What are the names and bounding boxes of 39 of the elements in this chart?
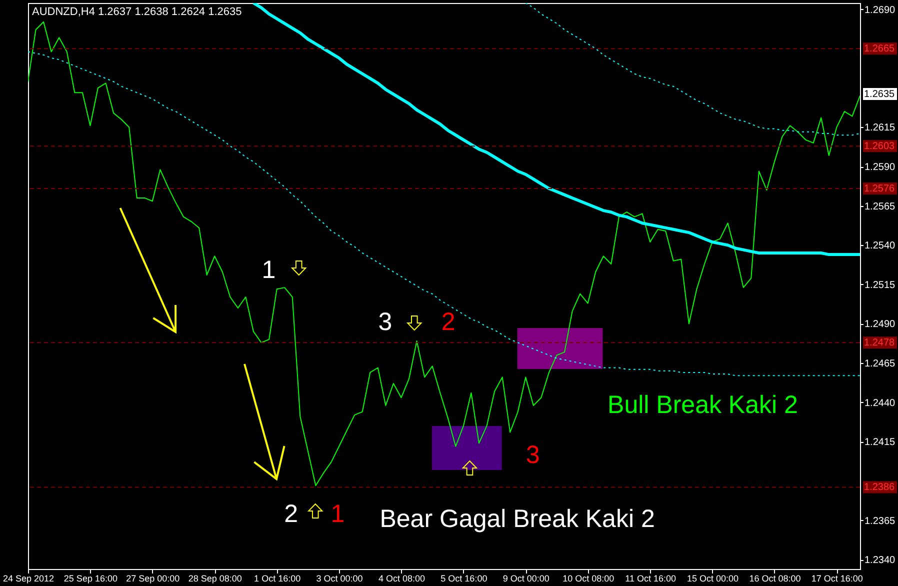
x-tick-label: 9 Oct 00:00 xyxy=(502,574,550,584)
y-tick-label: 1.2490 xyxy=(864,319,896,330)
annotation: 2 xyxy=(441,308,456,336)
x-tick-label: 10 Oct 08:00 xyxy=(562,574,614,584)
x-tick-label: 24 Sep 2012 xyxy=(2,574,54,584)
x-tick-label: 28 Sep 08:00 xyxy=(188,574,242,584)
x-tick-label: 27 Sep 00:00 xyxy=(126,574,180,584)
x-tick-label: 11 Oct 16:00 xyxy=(625,574,676,584)
y-tick-label: 1.2540 xyxy=(864,240,896,252)
x-tick-label: 16 Oct 08:00 xyxy=(749,574,801,584)
y-tick-label: 1.2465 xyxy=(864,358,896,370)
y-tick-label: 1.2365 xyxy=(864,516,896,527)
annotation: Bull Break Kaki 2 xyxy=(608,391,798,419)
line-series xyxy=(525,3,860,136)
line-series xyxy=(252,3,860,256)
y-tick-label: 1.2590 xyxy=(864,162,896,174)
y-tick-label: 1.2340 xyxy=(864,555,896,566)
annotation: 1 xyxy=(262,256,276,284)
annotation: 3 xyxy=(526,441,540,469)
annotation: 1 xyxy=(330,500,345,528)
line-series xyxy=(28,21,860,486)
annotation: 3 xyxy=(378,308,392,336)
x-tick-label: 15 Oct 00:00 xyxy=(686,574,739,584)
line-series xyxy=(28,51,860,376)
y-tick-label: 1.2690 xyxy=(864,4,896,16)
y-tick-label: 1.2440 xyxy=(864,398,896,409)
chart-title: AUDNZD,H4 1.2637 1.2638 1.2624 1.2635 xyxy=(32,6,242,18)
y-tick-label: 1.2515 xyxy=(864,280,896,291)
annotation: 2 xyxy=(284,500,298,528)
y-tick-label: 1.2615 xyxy=(864,122,896,134)
x-tick-label: 5 Oct 16:00 xyxy=(440,574,488,584)
x-tick-label: 25 Sep 16:00 xyxy=(64,574,118,584)
x-tick-label: 1 Oct 16:00 xyxy=(254,574,301,584)
y-tick-label: 1.2565 xyxy=(864,201,896,212)
y-tick-label: 1.2415 xyxy=(864,437,896,448)
x-tick-label: 17 Oct 16:00 xyxy=(811,574,863,584)
x-tick-label: 3 Oct 00:00 xyxy=(316,574,363,584)
x-tick-label: 4 Oct 08:00 xyxy=(378,574,425,584)
annotation: Bear Gagal Break Kaki 2 xyxy=(380,505,655,533)
